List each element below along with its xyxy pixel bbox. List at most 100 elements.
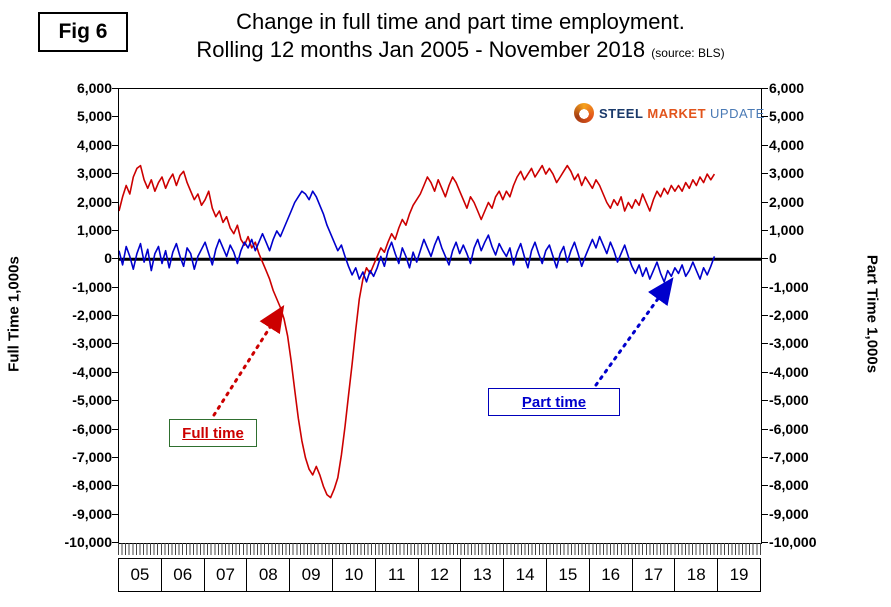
full-time-callout-label: Full time bbox=[182, 424, 244, 442]
month-tick-band bbox=[118, 543, 761, 555]
y-tick-label-left: -1,000 bbox=[72, 278, 112, 295]
title-line2: Rolling 12 months Jan 2005 - November 20… bbox=[70, 36, 851, 67]
left-axis-title: Full Time 1,000s bbox=[5, 256, 23, 372]
y-tick-mark-left bbox=[112, 286, 118, 288]
year-label: 14 bbox=[503, 559, 546, 591]
y-tick-label-right: -10,000 bbox=[769, 534, 817, 550]
year-label: 13 bbox=[460, 559, 503, 591]
year-label: 16 bbox=[588, 559, 632, 591]
y-tick-mark-left bbox=[112, 88, 118, 89]
figure-number: Fig 6 bbox=[58, 20, 108, 43]
full-time-line bbox=[119, 164, 716, 499]
y-tick-label-left: 4,000 bbox=[76, 136, 112, 153]
part-time-callout: Part time bbox=[488, 388, 620, 416]
year-label: 09 bbox=[289, 559, 332, 591]
y-tick-label-left: -6,000 bbox=[72, 420, 112, 437]
y-tick-mark-left bbox=[112, 371, 118, 373]
y-tick-label-right: 3,000 bbox=[769, 165, 805, 182]
plot-canvas bbox=[119, 164, 761, 499]
plot-area: STEEL MARKET UPDATE Full time Part time bbox=[118, 88, 765, 544]
year-label: 06 bbox=[160, 559, 204, 591]
y-tick-label-left: 0 bbox=[104, 250, 112, 267]
y-tick-mark-left bbox=[112, 173, 118, 175]
title-line1: Change in full time and part time employ… bbox=[236, 9, 685, 34]
right-axis-title: Part Time 1,000s bbox=[863, 254, 881, 374]
y-tick-label-right: -3,000 bbox=[769, 335, 809, 352]
chart-title: Change in full time and part time employ… bbox=[70, 8, 851, 67]
y-tick-label-left: -2,000 bbox=[72, 307, 112, 323]
y-tick-label-right: 1,000 bbox=[769, 221, 805, 238]
y-tick-label-right: -8,000 bbox=[769, 477, 809, 494]
y-tick-label-right: 0 bbox=[769, 250, 777, 267]
logo-text-steel: STEEL bbox=[599, 105, 644, 121]
y-tick-label-right: 6,000 bbox=[769, 80, 805, 96]
year-axis: 05 06 07 08 09 10 11 12 13 14 15 16 17 18 19 bbox=[118, 558, 761, 592]
part-time-line bbox=[119, 190, 716, 283]
y-tick-label-left: 1,000 bbox=[76, 221, 112, 238]
y-tick-label-left: -9,000 bbox=[72, 505, 112, 522]
y-tick-mark-left bbox=[112, 343, 118, 345]
y-tick-mark-left bbox=[112, 201, 118, 203]
y-tick-label-right: -7,000 bbox=[769, 448, 809, 465]
year-label: 15 bbox=[545, 559, 589, 591]
y-tick-label-left: -4,000 bbox=[72, 363, 112, 380]
y-tick-label-left: -10,000 bbox=[64, 534, 112, 550]
full-time-arrow bbox=[212, 304, 285, 417]
year-label: 11 bbox=[374, 559, 418, 591]
y-tick-mark-left bbox=[112, 400, 118, 402]
y-tick-mark-left bbox=[112, 513, 118, 515]
part-time-callout-label: Part time bbox=[521, 393, 587, 411]
y-tick-mark-left bbox=[112, 144, 118, 146]
y-tick-label-left: -8,000 bbox=[72, 477, 112, 494]
y-tick-label-right: 5,000 bbox=[769, 108, 805, 125]
y-tick-label-left: 5,000 bbox=[76, 108, 112, 125]
y-tick-mark-left bbox=[112, 456, 118, 458]
y-tick-mark-right bbox=[761, 542, 768, 543]
y-tick-label-left: 6,000 bbox=[76, 80, 112, 96]
y-tick-label-left: 2,000 bbox=[76, 193, 112, 210]
y-tick-mark-right bbox=[761, 201, 768, 203]
y-tick-label-right: -1,000 bbox=[769, 278, 809, 295]
y-tick-label-left: -7,000 bbox=[72, 448, 112, 465]
title-line2-text: Rolling 12 months Jan 2005 - November 20… bbox=[196, 37, 646, 62]
year-label: 19 bbox=[717, 559, 760, 591]
year-label: 05 bbox=[130, 565, 150, 584]
y-tick-label-left: -3,000 bbox=[72, 335, 112, 352]
y-tick-mark-right bbox=[761, 258, 768, 260]
y-tick-mark-right bbox=[761, 485, 768, 487]
part-time-arrow bbox=[594, 277, 674, 387]
logo-text-update: UPDATE bbox=[710, 105, 765, 121]
y-tick-mark-right bbox=[761, 286, 768, 288]
year-label: 12 bbox=[417, 559, 461, 591]
y-tick-label-right: -9,000 bbox=[769, 505, 809, 522]
y-tick-mark-right bbox=[761, 428, 768, 430]
year-label: 07 bbox=[203, 559, 247, 591]
y-tick-mark-right bbox=[761, 456, 768, 458]
y-tick-label-right: 2,000 bbox=[769, 193, 805, 210]
figure-number-box: Fig 6 bbox=[38, 12, 128, 52]
y-tick-label-right: -5,000 bbox=[769, 392, 809, 409]
y-tick-mark-left bbox=[112, 428, 118, 430]
y-tick-mark-right bbox=[761, 343, 768, 345]
y-tick-label-right: -6,000 bbox=[769, 420, 809, 437]
y-tick-mark-left bbox=[112, 229, 118, 231]
y-tick-mark-left bbox=[112, 116, 118, 118]
logo-text-market: MARKET bbox=[647, 105, 707, 121]
year-label: 10 bbox=[331, 559, 375, 591]
y-tick-mark-right bbox=[761, 315, 768, 316]
year-label: 08 bbox=[246, 559, 289, 591]
y-tick-mark-left bbox=[112, 258, 118, 260]
y-tick-mark-right bbox=[761, 88, 768, 89]
y-tick-mark-left bbox=[112, 485, 118, 487]
y-tick-label-right: -2,000 bbox=[769, 307, 809, 323]
source-note: (source: BLS) bbox=[651, 46, 725, 60]
y-tick-mark-right bbox=[761, 229, 768, 231]
year-label: 18 bbox=[674, 559, 717, 591]
y-tick-mark-right bbox=[761, 144, 768, 146]
y-tick-mark-right bbox=[761, 116, 768, 118]
y-tick-label-right: -4,000 bbox=[769, 363, 809, 380]
y-tick-label-right: 4,000 bbox=[769, 136, 805, 153]
y-tick-mark-right bbox=[761, 173, 768, 175]
y-tick-mark-left bbox=[112, 315, 118, 316]
